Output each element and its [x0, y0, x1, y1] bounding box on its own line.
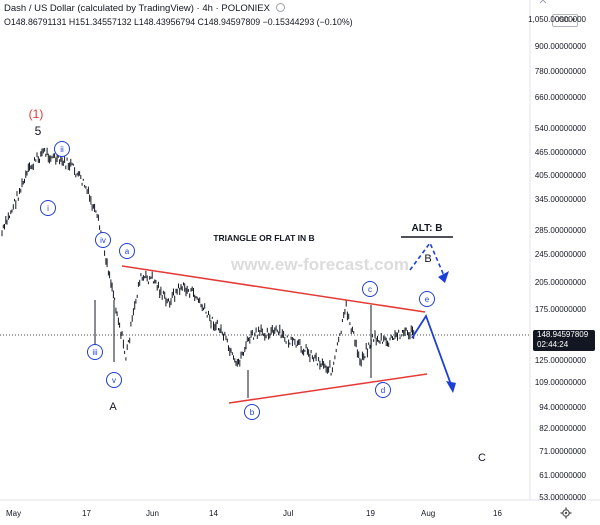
time-axis-tick: 19: [366, 509, 375, 518]
circle-label-i: i: [40, 200, 56, 216]
svg-text:i: i: [47, 204, 49, 213]
circle-label-ii: ii: [54, 141, 70, 157]
countdown: 02:44:24: [537, 340, 569, 349]
svg-text:b: b: [250, 408, 255, 417]
price-axis-tick: 1,050.00000000: [528, 15, 586, 24]
time-axis-tick: May: [6, 509, 22, 518]
price-series: [1, 147, 415, 398]
alt-label: ALT: B: [412, 223, 443, 234]
ohlc-readout: O148.86791131 H151.34557132 L148.4395679…: [4, 17, 353, 27]
price-axis-tick: 53.00000000: [539, 493, 586, 502]
price-axis-tick: 780.00000000: [534, 67, 586, 76]
wave-5-label: 5: [35, 124, 42, 138]
circle-label-a: a: [119, 243, 135, 259]
price-axis-tick: 345.00000000: [534, 195, 586, 204]
price-axis-tick: 205.00000000: [534, 278, 586, 287]
forecast-arrowhead: [446, 381, 456, 393]
watermark: www.ew-forecast.com: [230, 255, 409, 274]
circle-label-e: e: [419, 291, 435, 307]
circle-label-d: d: [375, 382, 391, 398]
forecast-path: [411, 313, 454, 391]
wave-b-label: B: [424, 253, 431, 265]
current-price-value: 148.94597809: [537, 330, 589, 339]
axis-scroll-icon[interactable]: [539, 0, 547, 4]
price-axis-tick: 175.00000000: [534, 305, 586, 314]
circle-label-b: b: [244, 404, 260, 420]
pattern-label: TRIANGLE OR FLAT IN B: [213, 233, 314, 243]
price-axis-tick: 660.00000000: [534, 93, 586, 102]
price-axis-tick: 405.00000000: [534, 171, 586, 180]
price-axis-tick: 109.00000000: [534, 378, 586, 387]
price-axis-tick: 94.00000000: [539, 403, 586, 412]
svg-text:ii: ii: [60, 145, 64, 154]
time-axis-tick: Aug: [421, 509, 436, 518]
circle-label-c: c: [362, 281, 378, 297]
status-dot-icon: [275, 3, 285, 12]
wave-c-label: C: [478, 452, 486, 464]
price-axis-tick: 900.00000000: [534, 42, 586, 51]
price-axis-tick: 71.00000000: [539, 447, 586, 456]
alt-forecast-arrowhead: [438, 271, 449, 283]
svg-text:c: c: [368, 285, 372, 294]
time-axis-tick: Jun: [146, 509, 159, 518]
circle-label-v: v: [106, 372, 122, 388]
price-axis-tick: 82.00000000: [539, 424, 586, 433]
triangle-upper-line: [121, 265, 426, 313]
svg-text:v: v: [112, 376, 116, 385]
svg-text:e: e: [425, 295, 430, 304]
time-axis-tick: 16: [493, 509, 502, 518]
wave-a-label: A: [109, 401, 117, 413]
svg-text:iv: iv: [100, 236, 106, 245]
price-axis-tick: 540.00000000: [534, 124, 586, 133]
svg-text:d: d: [381, 386, 385, 395]
chart-header: Dash / US Dollar (calculated by TradingV…: [4, 3, 288, 14]
time-axis-tick: 17: [82, 509, 91, 518]
price-axis-tick: 125.00000000: [534, 356, 586, 365]
time-axis-tick: Jul: [283, 509, 294, 518]
wave-1-label: (1): [29, 107, 44, 121]
price-axis-tick: 465.00000000: [534, 148, 586, 157]
alt-forecast-path: [409, 241, 446, 279]
price-axis-tick: 285.00000000: [534, 226, 586, 235]
current-price-tag: 148.94597809 02:44:24: [533, 330, 595, 351]
settings-gear-icon[interactable]: [560, 507, 572, 519]
time-axis-tick: 14: [209, 509, 218, 518]
circle-label-iv: iv: [95, 232, 111, 248]
chart-title: Dash / US Dollar (calculated by TradingV…: [4, 3, 270, 14]
price-axis-tick: 245.00000000: [534, 250, 586, 259]
svg-text:iii: iii: [92, 348, 98, 357]
triangle-lower-line: [228, 373, 428, 404]
price-axis-tick: 61.00000000: [539, 471, 586, 480]
circle-label-iii: iii: [87, 344, 103, 360]
currency-button[interactable]: USD ▾: [552, 14, 578, 27]
svg-text:a: a: [125, 247, 130, 256]
